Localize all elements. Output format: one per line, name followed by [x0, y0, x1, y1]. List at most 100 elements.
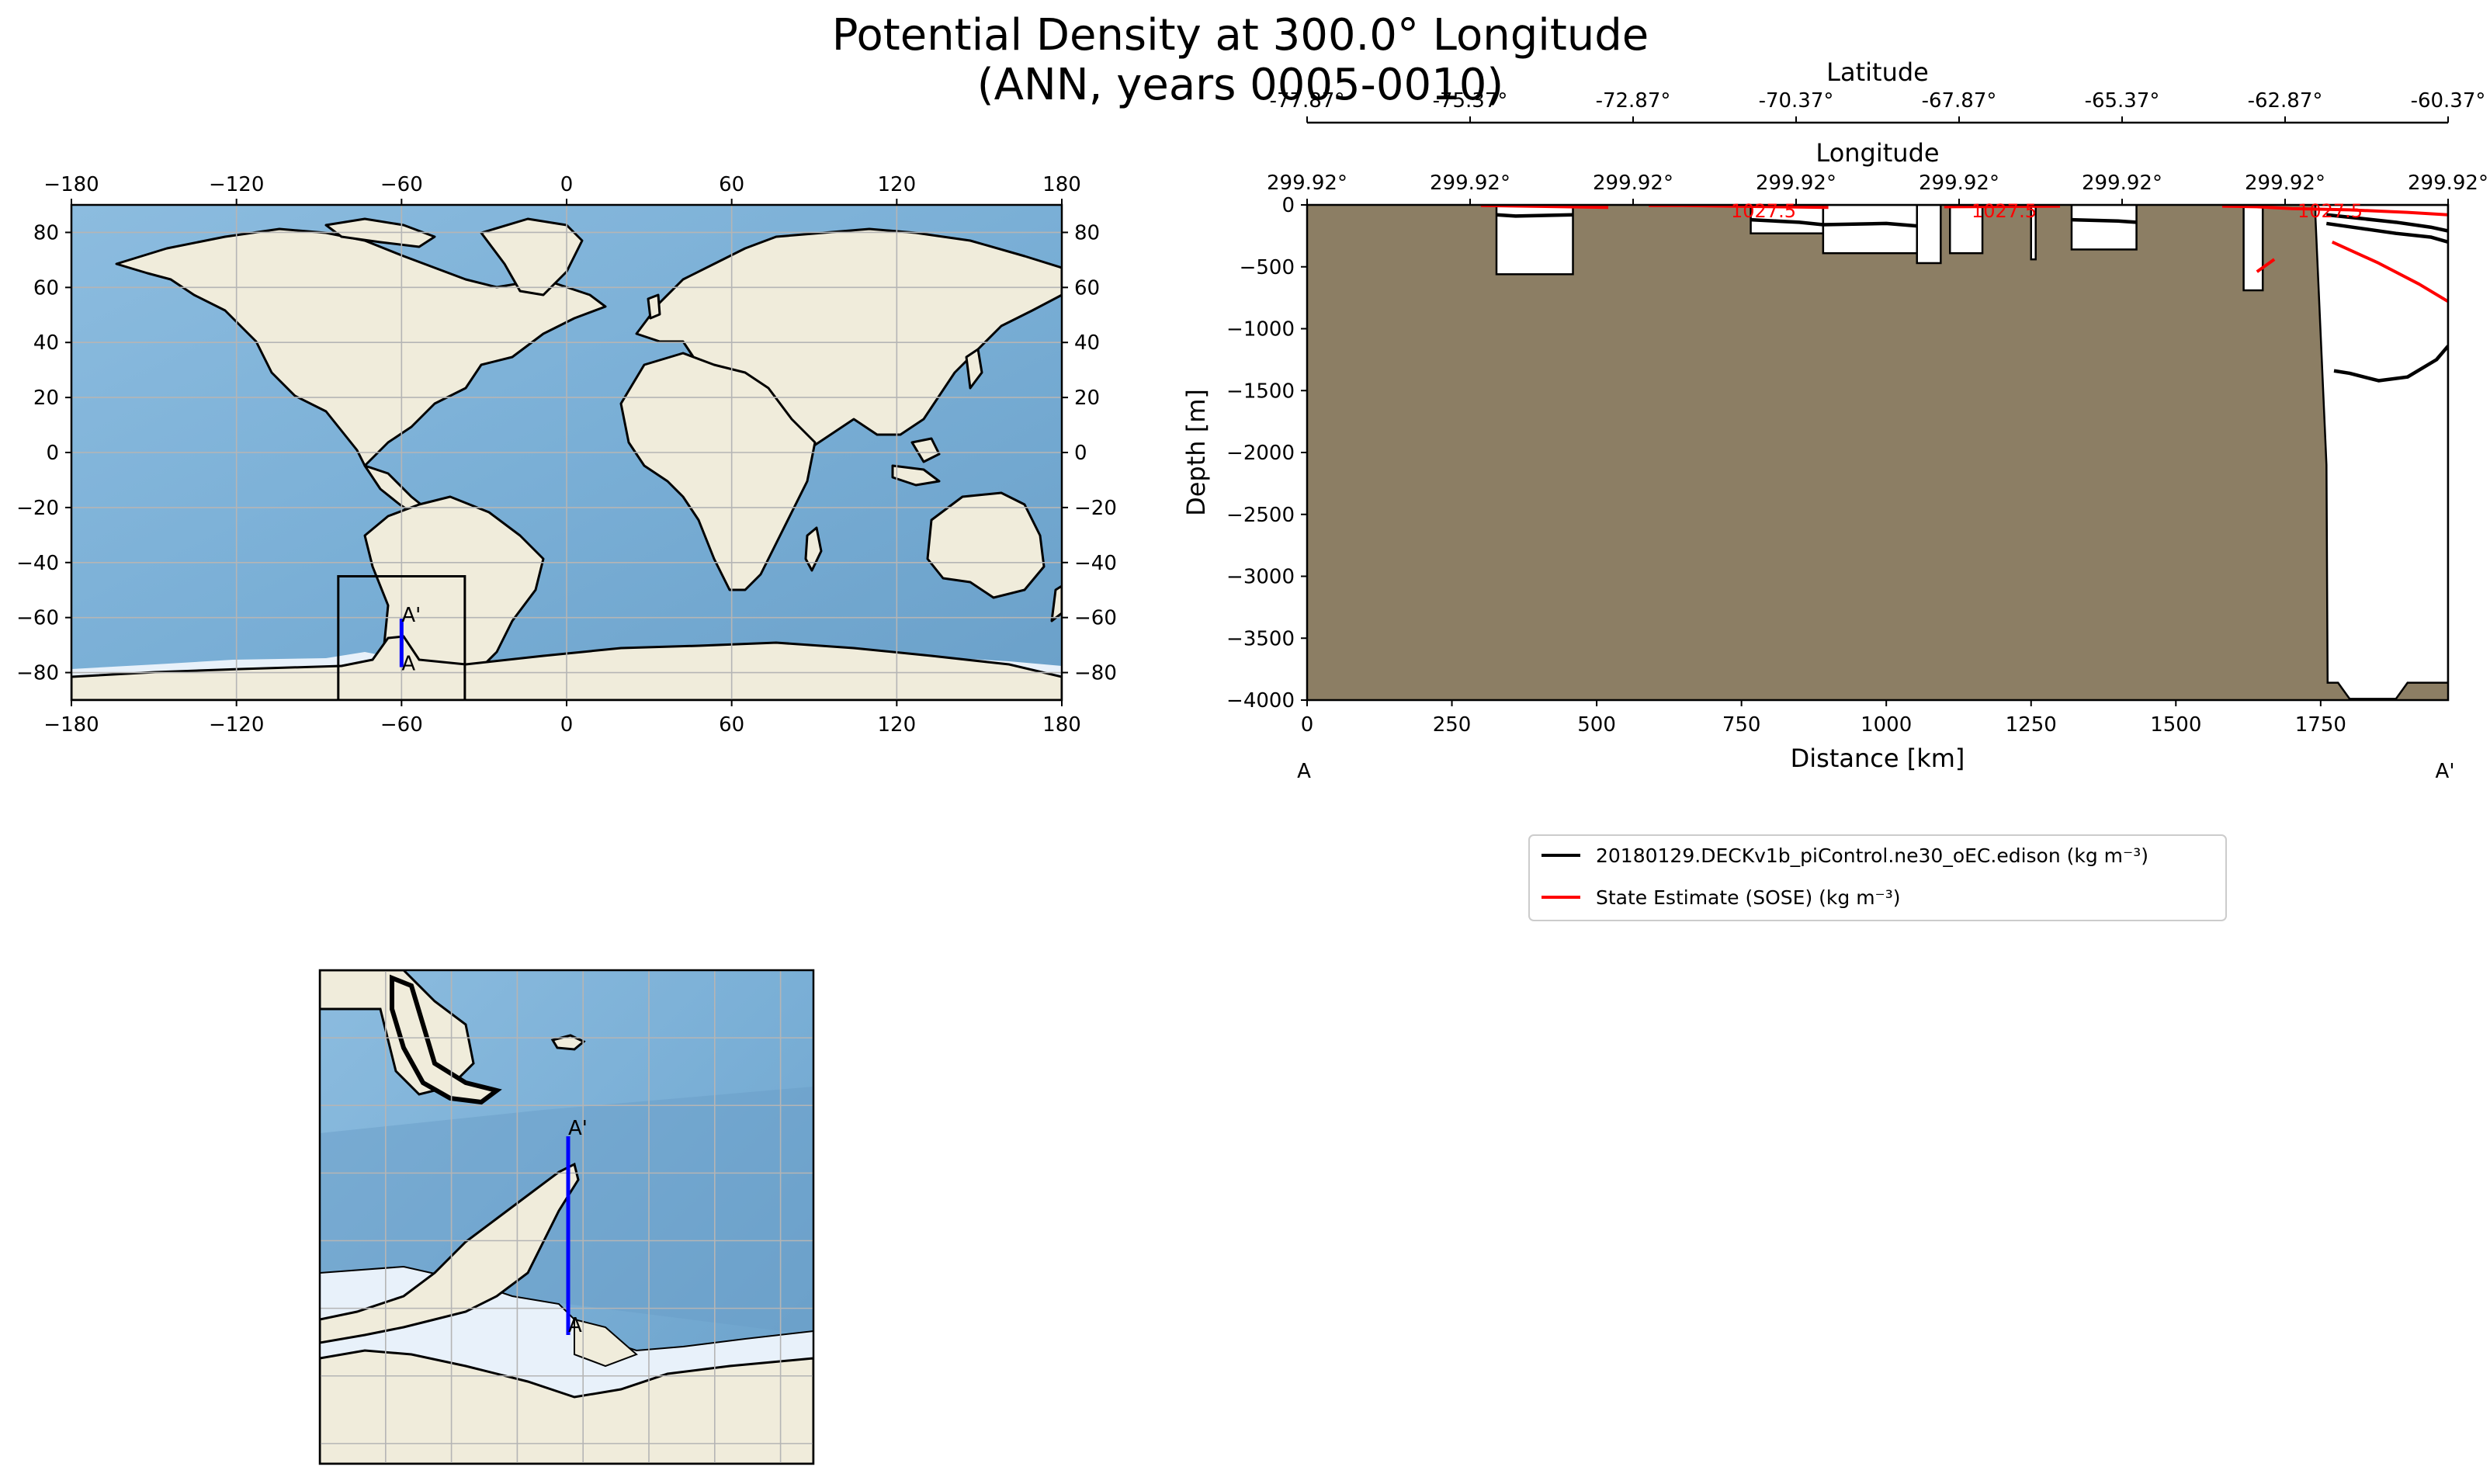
lon-top-tick-label: 299.92° [1756, 172, 1836, 195]
lon-tick-label-bottom: −180 [43, 713, 99, 737]
lon-top-tick-label: 299.92° [1430, 172, 1510, 195]
y-tick-label: −2500 [1226, 504, 1295, 527]
y-tick-label: −500 [1240, 256, 1295, 279]
lat-top-tick-label: -72.87° [1596, 89, 1671, 113]
obs-contour [2256, 258, 2276, 273]
land-uk [647, 293, 661, 320]
lat-tick-label-right: 80 [1074, 221, 1100, 244]
lat-tick-label-right: 40 [1074, 331, 1100, 355]
x-tick-label: 500 [1577, 713, 1616, 737]
obs-contour [2331, 241, 2448, 303]
lon-top-tick-label: 299.92° [2245, 172, 2325, 195]
lat-tick-label-left: 40 [33, 331, 59, 355]
figure-subtitle: (ANN, years 0005-0010) [977, 60, 1504, 110]
ocean-column [2070, 205, 2138, 251]
top-axis-longitude-label: Longitude [1815, 138, 1939, 168]
y-tick-label: −1000 [1226, 318, 1295, 342]
model-contour [2333, 345, 2448, 383]
lon-tick-label-top: 60 [719, 173, 744, 196]
lon-tick-label-top: 180 [1042, 173, 1081, 196]
endpoint-label-a: A [1297, 760, 1311, 783]
x-tick-label: 750 [1722, 713, 1761, 737]
section-plot: 0 250 500 750 1000 1250 1500 1750 0 −500 −1000 −150… [1181, 57, 2488, 783]
model-contour [2325, 221, 2448, 244]
lon-tick-label-top: −180 [43, 173, 99, 196]
y-tick-label: −3000 [1226, 566, 1295, 589]
zoom-map: A' A [318, 969, 815, 1465]
global-label-a: A [401, 652, 415, 675]
lat-tick-label-left: 20 [33, 387, 59, 410]
model-contour [2326, 213, 2448, 233]
seafloor-fill [1307, 205, 2448, 700]
lon-tick-label-top: 120 [878, 173, 917, 196]
lat-top-tick-label: -65.37° [2085, 89, 2160, 113]
lon-tick-label-top: −60 [380, 173, 423, 196]
lat-top-tick-label: -60.37° [2411, 89, 2486, 113]
lon-top-tick-label: 299.92° [1593, 172, 1673, 195]
zoom-land-antarctica [320, 1349, 813, 1464]
zoom-map-frame [318, 969, 815, 1465]
obs-contour [2221, 205, 2448, 217]
lon-tick-label-bottom: 180 [1042, 713, 1081, 737]
lat-tick-label-right: −20 [1074, 497, 1117, 520]
x-tick-label: 1500 [2150, 713, 2201, 737]
endpoint-label-a-prime: A' [2436, 760, 2455, 783]
lon-tick-label-bottom: 0 [560, 713, 574, 737]
lat-top-tick-label: -62.87° [2248, 89, 2323, 113]
x-tick-label: 1000 [1861, 713, 1912, 737]
zoom-land-fuego [390, 974, 502, 1105]
zoom-gridlines [320, 970, 813, 1464]
lon-tick-label-top: 0 [560, 173, 574, 196]
x-tick-label: 1250 [2006, 713, 2057, 737]
model-contour [1496, 213, 1573, 218]
lon-tick-label-top: −120 [209, 173, 264, 196]
top-axis-latitude-label: Latitude [1826, 57, 1929, 87]
y-tick-label: 0 [1281, 194, 1295, 217]
x-tick-label: 250 [1433, 713, 1472, 737]
lat-tick-label-left: −20 [16, 497, 59, 520]
land-borneo [910, 437, 941, 463]
lat-tick-label-right: −80 [1074, 662, 1117, 685]
y-tick-label: −1500 [1226, 380, 1295, 403]
lon-tick-label-bottom: −60 [380, 713, 423, 737]
inset-box [337, 575, 466, 700]
land-north-america [115, 227, 607, 467]
lat-tick-label-left: 60 [33, 276, 59, 300]
ocean-columns [1495, 205, 2448, 700]
ocean-column [2030, 205, 2037, 261]
lat-tick-label-left: 80 [33, 221, 59, 244]
lon-tick-label-bottom: −120 [209, 713, 264, 737]
global-label-a-prime: A' [401, 604, 421, 627]
land-japan [965, 348, 983, 390]
y-tick-label: −4000 [1226, 689, 1295, 713]
zoom-label-a: A [568, 1314, 582, 1337]
y-tick-label: −3500 [1226, 627, 1295, 650]
legend-label-model: 20180129.DECKv1b_piControl.ne30_oEC.edis… [1596, 844, 2148, 867]
model-contour [2071, 217, 2137, 224]
land-africa [619, 352, 817, 591]
lat-tick-label-right: 20 [1074, 387, 1100, 410]
lat-tick-label-right: 60 [1074, 276, 1100, 300]
ocean-column [1916, 205, 1942, 265]
deep-basin [2314, 205, 2448, 700]
lat-top-tick-label: -70.37° [1759, 89, 1834, 113]
lon-tick-label-bottom: 120 [878, 713, 917, 737]
lat-tick-label-right: −40 [1074, 552, 1117, 575]
lon-top-tick-label: 299.92° [2408, 172, 2488, 195]
lat-top-tick-label: -77.87° [1270, 89, 1345, 113]
y-axis-label: Depth [m] [1181, 389, 1211, 516]
lat-tick-label-right: 0 [1074, 442, 1087, 465]
legend-label-obs: State Estimate (SOSE) (kg m⁻³) [1596, 886, 1901, 909]
lon-top-tick-label: 299.92° [2082, 172, 2162, 195]
section-ticks: 0 250 500 750 1000 1250 1500 1750 0 −500 −1000 −150… [1181, 57, 2488, 783]
land-new-zealand [1050, 584, 1062, 622]
global-ticks: −180 −180 −120 −120 −60 −60 0 0 60 60 120 120 180 180… [16, 173, 1117, 737]
model-contour [1750, 217, 1917, 228]
land-australia [926, 491, 1046, 599]
x-tick-label: 1750 [2295, 713, 2346, 737]
obs-contour [1944, 205, 2061, 209]
contour-label: 1027.5 [1972, 200, 2037, 222]
lon-top-tick-label: 299.92° [1267, 172, 1347, 195]
